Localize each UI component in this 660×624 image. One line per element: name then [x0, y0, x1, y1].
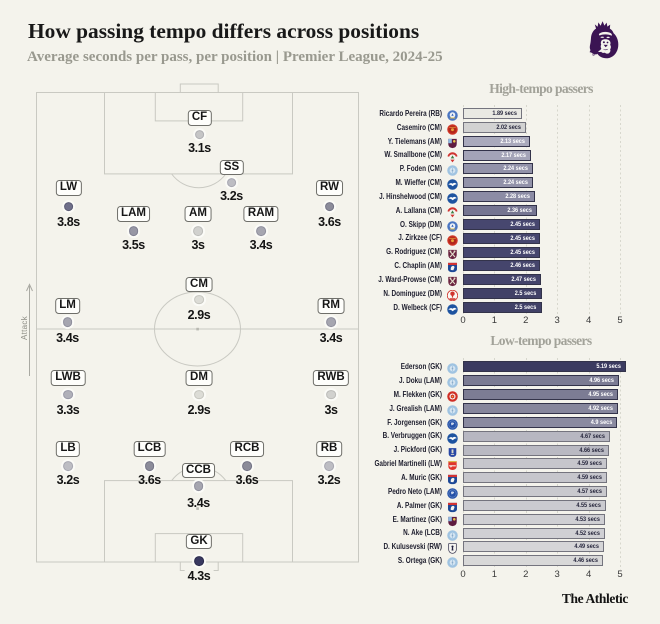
- svg-text:Attack: Attack: [20, 315, 29, 340]
